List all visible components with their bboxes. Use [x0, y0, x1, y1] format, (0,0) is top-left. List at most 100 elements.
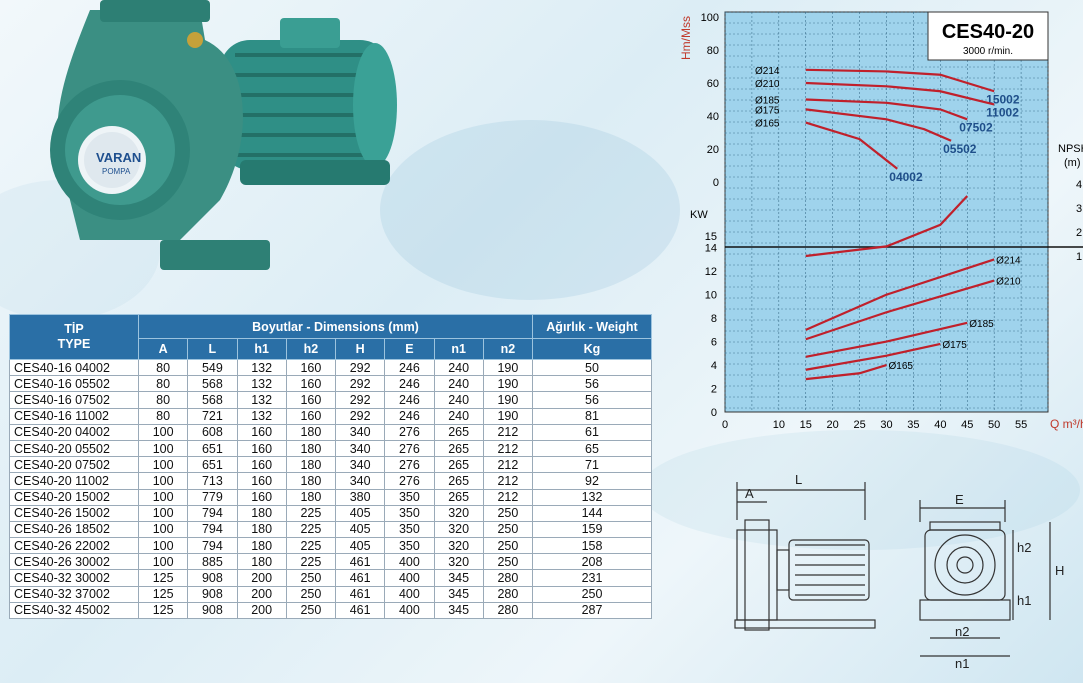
value-cell: 50: [532, 358, 652, 377]
value-cell: 250: [482, 537, 534, 555]
value-cell: 80: [137, 391, 189, 409]
head-curve-Ø165: [805, 121, 898, 170]
column-header-H: H: [334, 338, 386, 360]
power-tick-label: 10: [705, 290, 717, 302]
power-curve-Ø185: [805, 321, 968, 358]
value-cell: 100: [137, 553, 189, 571]
brand-logo: VARAN: [96, 150, 141, 165]
value-cell: 71: [532, 456, 652, 474]
value-cell: 92: [532, 472, 652, 490]
value-cell: 276: [384, 456, 435, 474]
power-curve-label: Ø185: [969, 319, 994, 330]
value-cell: 225: [285, 537, 337, 555]
table-row: CES40-26 22002 100 794 180 225 405 350 320 250 15…: [9, 537, 652, 555]
value-cell: 549: [187, 358, 238, 377]
value-cell: 292: [334, 358, 386, 377]
value-cell: 212: [482, 472, 534, 490]
column-header-kg: Kg: [532, 338, 652, 360]
value-cell: 250: [285, 585, 337, 603]
value-cell: 246: [384, 375, 435, 393]
value-cell: 80: [137, 375, 189, 393]
flow-tick-label: 30: [880, 419, 892, 431]
head-curve-Ø185: [805, 98, 968, 121]
value-cell: 212: [482, 488, 534, 506]
npsh-tick-label: 3: [1076, 203, 1082, 215]
model-cell: CES40-16 05502: [9, 375, 139, 393]
impeller-label: Ø214: [755, 66, 780, 77]
dimensions-header: Boyutlar - Dimensions (mm): [138, 314, 533, 339]
value-cell: 180: [236, 504, 287, 522]
value-cell: 250: [482, 520, 534, 539]
value-cell: 276: [384, 423, 435, 441]
column-header-L: L: [187, 338, 238, 360]
value-cell: 180: [236, 520, 287, 539]
model-label: 04002: [889, 170, 923, 184]
impeller-label: Ø165: [755, 119, 780, 130]
table-row: CES40-20 15002 100 779 160 180 380 350 265 212 13…: [9, 488, 652, 506]
model-cell: CES40-26 30002: [9, 553, 139, 571]
value-cell: 225: [285, 553, 337, 571]
npsh-tick-label: 2: [1076, 227, 1082, 239]
table-row: CES40-20 04002 100 608 160 180 340 276 265 212 61: [9, 423, 652, 441]
dimension-table: TİP TYPE Boyutlar - Dimensions (mm) Ağır…: [9, 314, 652, 620]
value-cell: 240: [433, 391, 484, 409]
value-cell: 160: [236, 488, 287, 506]
table-row: CES40-26 30002 100 885 180 225 461 400 320 250 20…: [9, 553, 652, 571]
power-tick-label: 12: [705, 266, 717, 278]
model-cell: CES40-20 11002: [9, 472, 139, 490]
table-row: CES40-32 30002 125 908 200 250 461 400 345 280 23…: [9, 569, 652, 587]
value-cell: 81: [532, 407, 652, 425]
value-cell: 100: [137, 488, 189, 506]
npsh-axis-label: NPSH: [1058, 143, 1083, 155]
head-curve-Ø175: [805, 108, 952, 142]
model-label: 07502: [959, 120, 993, 134]
model-cell: CES40-20 04002: [9, 423, 139, 441]
value-cell: 345: [433, 585, 484, 603]
value-cell: 160: [236, 472, 287, 490]
value-cell: 345: [433, 569, 484, 587]
head-tick-label: 80: [707, 45, 719, 57]
npsh-tick-label: 1: [1076, 251, 1082, 263]
value-cell: 180: [236, 553, 287, 571]
value-cell: 713: [187, 472, 238, 490]
value-cell: 240: [433, 407, 484, 425]
table-row: CES40-32 37002 125 908 200 250 461 400 345 280 25…: [9, 585, 652, 603]
value-cell: 56: [532, 391, 652, 409]
table-row: CES40-16 04002 80 549 132 160 292 246 240 190 50: [9, 358, 652, 377]
value-cell: 180: [236, 537, 287, 555]
power-tick-label: 4: [711, 360, 717, 372]
value-cell: 160: [236, 439, 287, 458]
flow-tick-label: 20: [827, 419, 839, 431]
value-cell: 200: [236, 601, 287, 620]
title-box: [927, 11, 1049, 61]
value-cell: 65: [532, 439, 652, 458]
value-cell: 160: [285, 407, 337, 425]
impeller-label: Ø175: [755, 105, 780, 116]
power-curve-label: Ø214: [996, 255, 1021, 266]
power-curve-Ø214: [805, 258, 995, 331]
table-row: CES40-32 45002 125 908 200 250 461 400 345 280 28…: [9, 601, 652, 620]
value-cell: 320: [433, 553, 484, 571]
value-cell: 568: [187, 375, 238, 393]
model-cell: CES40-16 11002: [9, 407, 139, 425]
value-cell: 276: [384, 472, 435, 490]
value-cell: 794: [187, 504, 238, 522]
table-row: CES40-26 15002 100 794 180 225 405 350 320 250 14…: [9, 504, 652, 522]
value-cell: 779: [187, 488, 238, 506]
value-cell: 340: [334, 439, 386, 458]
value-cell: 190: [482, 358, 534, 377]
flow-tick-label: 45: [961, 419, 973, 431]
value-cell: 292: [334, 375, 386, 393]
type-header-tr: TİP: [64, 322, 84, 336]
model-cell: CES40-20 07502: [9, 456, 139, 474]
value-cell: 265: [433, 456, 484, 474]
value-cell: 287: [532, 601, 652, 620]
value-cell: 265: [433, 472, 484, 490]
value-cell: 265: [433, 439, 484, 458]
power-curve-Ø210: [805, 279, 995, 341]
value-cell: 320: [433, 537, 484, 555]
table-body: CES40-16 04002 80 549 132 160 292 246 240 190 50 C…: [9, 358, 652, 620]
label-h1: h1: [1017, 593, 1031, 608]
power-curve-Ø175: [805, 342, 941, 371]
flow-tick-label: 50: [988, 419, 1000, 431]
